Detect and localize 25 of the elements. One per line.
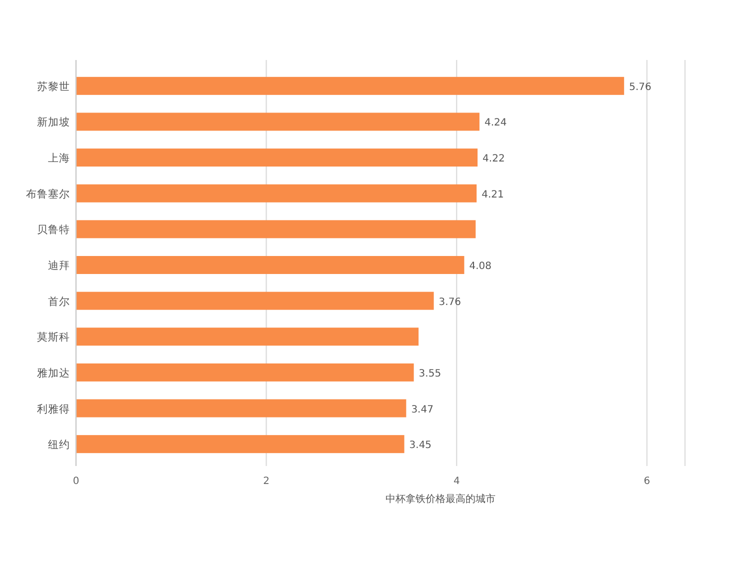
x-tick-label: 0 xyxy=(72,476,80,487)
y-tick-label: 雅加达 xyxy=(37,366,70,380)
data-label: 4.22 xyxy=(482,154,505,165)
data-label: 4.08 xyxy=(469,261,492,272)
y-tick-label: 苏黎世 xyxy=(37,80,70,93)
y-tick-label: 上海 xyxy=(48,152,70,165)
y-tick-label: 利雅得 xyxy=(37,402,70,416)
x-axis-title: 中杯拿铁价格最高的城市 xyxy=(386,493,496,505)
x-tick-label: 4 xyxy=(453,476,460,487)
y-tick-label: 新加坡 xyxy=(37,116,70,129)
data-label: 4.21 xyxy=(482,189,504,200)
data-label: 3.76 xyxy=(438,296,462,308)
data-label: 5.76 xyxy=(629,82,652,93)
data-label: 3.45 xyxy=(409,440,432,452)
y-tick-label: 纽约 xyxy=(48,439,70,452)
x-tick-label: 6 xyxy=(644,476,650,487)
data-label: 3.47 xyxy=(411,404,434,416)
y-tick-label: 迪拜 xyxy=(48,259,70,272)
x-tick-label: 2 xyxy=(263,476,270,487)
data-label: 3.55 xyxy=(418,368,442,380)
y-tick-label: 首尔 xyxy=(48,296,70,308)
y-tick-label: 布鲁塞尔 xyxy=(26,187,70,200)
y-tick-label: 贝鲁特 xyxy=(37,224,70,236)
data-label: 4.24 xyxy=(484,118,507,129)
y-tick-label: 莫斯科 xyxy=(37,330,70,344)
